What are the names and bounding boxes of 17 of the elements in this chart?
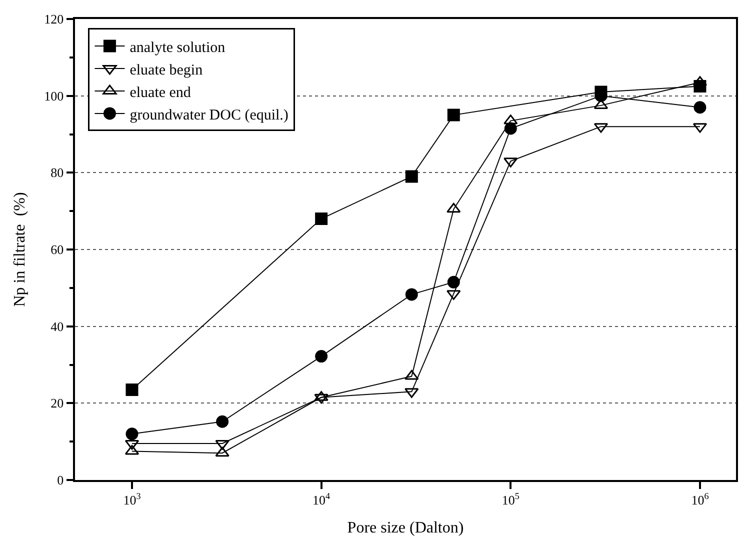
y-tick-label: 40	[50, 318, 64, 334]
y-tick-label: 0	[57, 472, 64, 488]
x-tick-label: 10$^{5}$	[502, 490, 520, 508]
y-axis-title: Np in filtrate (%)	[12, 192, 29, 307]
x-axis-title: Pore size (Dalton)	[347, 520, 464, 537]
y-tick-label: 60	[50, 242, 64, 258]
legend-label: eluate end	[130, 84, 192, 101]
y-tick-label: 80	[50, 165, 64, 180]
y-tick-label: 20	[50, 396, 64, 411]
legend-label: eluate begin	[130, 62, 204, 78]
y-tick-label: 100	[44, 88, 64, 104]
x-tick-label: 10$^{6}$	[691, 490, 710, 508]
legend-label: groundwater DOC (equil.)	[130, 107, 288, 124]
x-tick-label: 10$^{3}$	[123, 490, 142, 508]
y-tick-label: 120	[44, 12, 64, 27]
legend-label: analyte solution	[130, 40, 226, 56]
x-tick-label: 10$^{4}$	[312, 490, 331, 508]
